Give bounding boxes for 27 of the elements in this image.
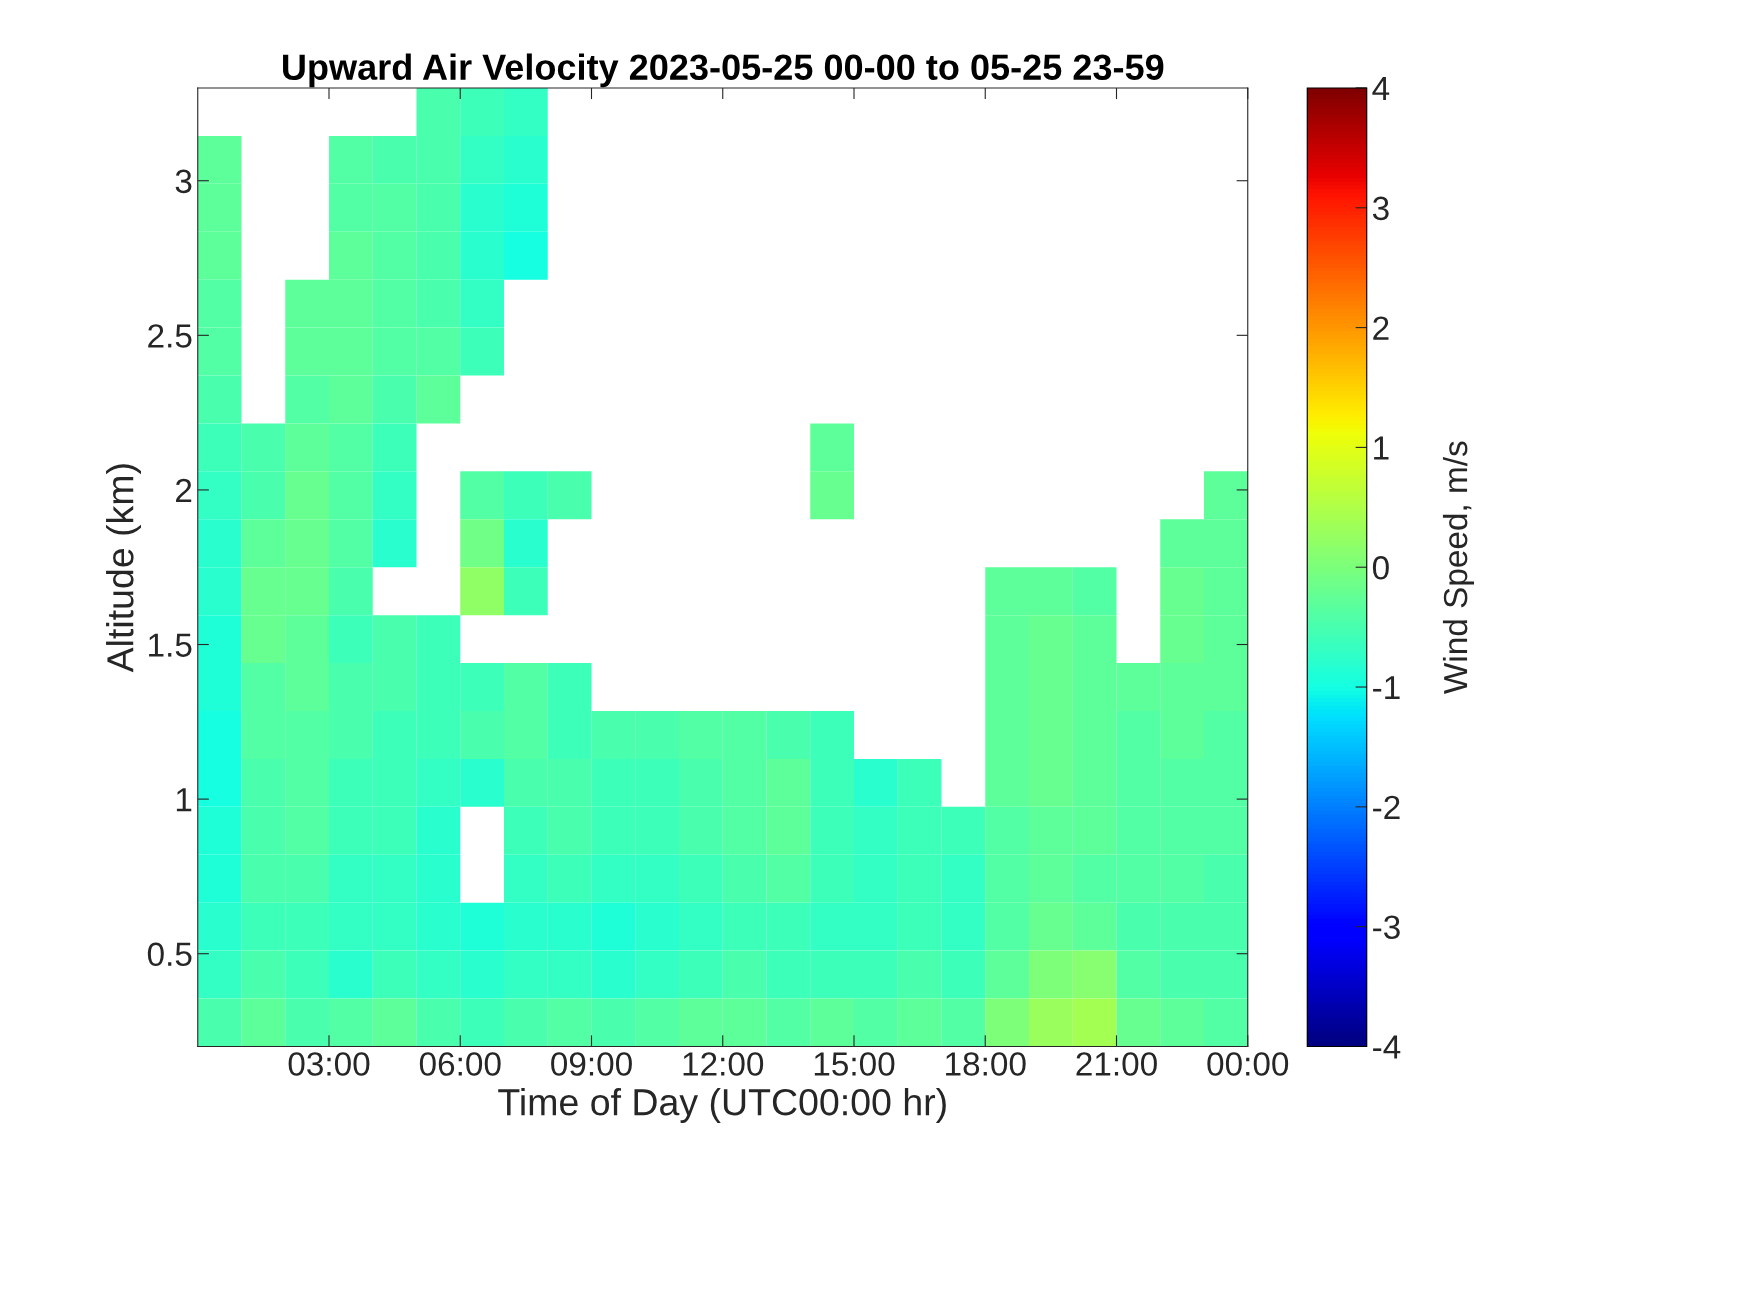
color-bar-label: -1 <box>1373 676 1400 700</box>
x-tick-label: 03:00 <box>288 1052 370 1076</box>
color-bar-label: 1 <box>1374 436 1389 460</box>
color-bar-label: 0 <box>1372 556 1389 580</box>
x-tick-label: 21:00 <box>1076 1052 1157 1076</box>
y-tick-label: 1.5 <box>149 633 192 657</box>
chart-title: Upward Air Velocity 2023-05-25 00-00 to 05-25 23-59 <box>283 53 1164 88</box>
x-tick-label: 00:00 <box>1207 1052 1289 1076</box>
y-tick-label: 2 <box>176 478 192 502</box>
x-axis-title: Time of Day (UTC00:00 hr) <box>498 1087 946 1123</box>
y-axis-title: Altitude (km) <box>106 464 141 673</box>
color-bar-title: Wind Speed, m/s <box>1442 441 1474 694</box>
color-bar-label: -2 <box>1373 795 1400 819</box>
y-tick-label: 1 <box>176 788 192 812</box>
x-tick-label: 15:00 <box>814 1052 895 1076</box>
color-bar-label: 2 <box>1373 316 1389 340</box>
color-bar-label: -4 <box>1373 1035 1401 1059</box>
y-tick-label: 3 <box>175 169 192 194</box>
color-bar-label: -3 <box>1373 915 1400 940</box>
color-bar-label: 3 <box>1372 196 1389 221</box>
x-tick-label: 12:00 <box>683 1052 764 1076</box>
y-tick-label: 2.5 <box>148 324 192 348</box>
x-tick-label: 09:00 <box>551 1052 632 1076</box>
y-tick-label: 0.5 <box>147 942 192 967</box>
color-bar-label: 4 <box>1372 77 1390 101</box>
x-tick-label: 06:00 <box>419 1052 501 1076</box>
x-tick-label: 18:00 <box>946 1052 1026 1076</box>
